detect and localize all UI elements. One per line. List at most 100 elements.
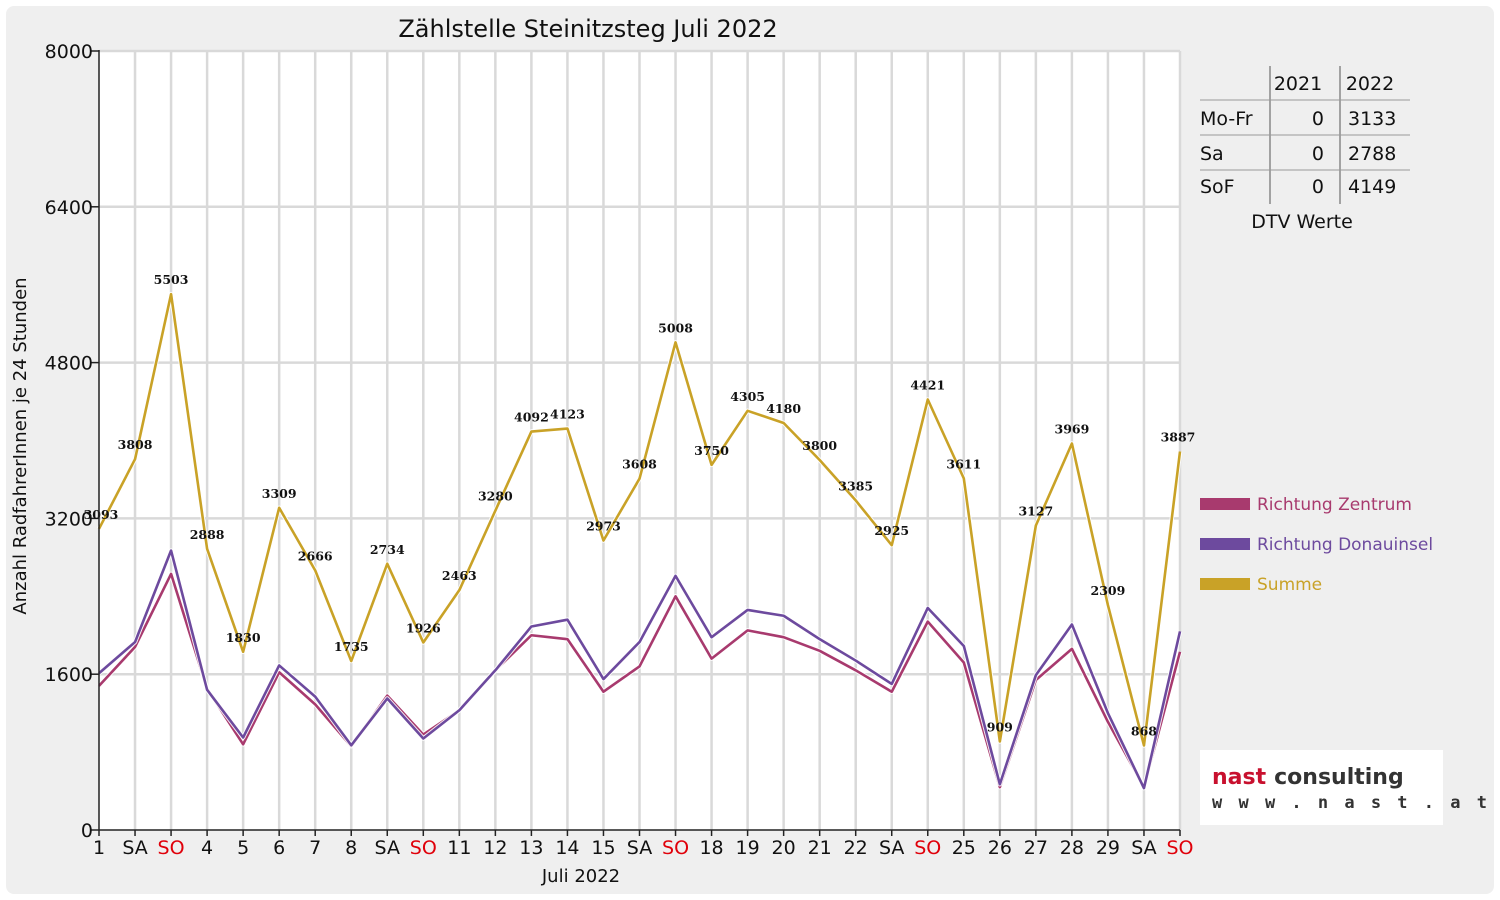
data-label: 3611 bbox=[946, 456, 981, 471]
y-tick-label: 3200 bbox=[45, 508, 93, 530]
logo-url: w w w . n a s t . a t bbox=[1212, 793, 1490, 813]
x-tick-label: SO bbox=[410, 837, 437, 859]
y-tick-label: 1600 bbox=[45, 664, 93, 686]
y-tick-label: 6400 bbox=[45, 197, 93, 219]
y-tick-label: 0 bbox=[81, 820, 93, 842]
data-label: 5503 bbox=[154, 272, 189, 287]
chart-frame: Zählstelle Steinitzsteg Juli 2022 0 1600 3… bbox=[6, 6, 1494, 894]
x-tick-label: 5 bbox=[237, 837, 249, 859]
legend-swatch bbox=[1200, 538, 1250, 550]
legend-swatch bbox=[1200, 578, 1250, 590]
x-tick-label: 6 bbox=[273, 837, 285, 859]
logo-box bbox=[1200, 750, 1443, 825]
x-tick-label: SO bbox=[662, 837, 689, 859]
data-label: 3608 bbox=[622, 457, 657, 472]
nast-logo: nast consulting w w w . n a s t . a t bbox=[1200, 750, 1490, 825]
x-tick-label: 27 bbox=[1024, 837, 1048, 859]
data-label: 3969 bbox=[1055, 422, 1090, 437]
data-label: 2734 bbox=[370, 542, 405, 557]
data-label: 4092 bbox=[514, 410, 549, 425]
dtv-table: 2021 2022 Mo-Fr 0 3133 Sa 0 2788 SoF 0 4… bbox=[1200, 66, 1410, 233]
grid-lines bbox=[99, 49, 1182, 830]
legend-swatch bbox=[1200, 498, 1250, 510]
table-row-label: SoF bbox=[1200, 176, 1235, 198]
table-caption: DTV Werte bbox=[1251, 211, 1353, 233]
series-line-donauinsel bbox=[98, 549, 1182, 790]
data-label: 4305 bbox=[730, 389, 765, 404]
x-tick-label: 13 bbox=[519, 837, 543, 859]
x-tick-label: SA bbox=[879, 837, 904, 859]
x-tick-label: 25 bbox=[952, 837, 976, 859]
data-labels: 3093 3808 5503 2888 1830 3309 2666 1735 2734 1926… bbox=[84, 272, 1196, 738]
table-cell: 3133 bbox=[1348, 108, 1396, 130]
data-label: 868 bbox=[1131, 723, 1157, 738]
x-tick-label: 19 bbox=[736, 837, 760, 859]
chart-svg: Zählstelle Steinitzsteg Juli 2022 016003… bbox=[10, 15, 1490, 887]
data-label: 5008 bbox=[658, 320, 693, 335]
x-tick-label: 15 bbox=[591, 837, 615, 859]
logo-text: nast consulting bbox=[1212, 765, 1404, 790]
x-axis-ticks: 1 SA SO 4 5 6 7 8 SA SO 11 12 13 14 15 SA SO 18 19 20 21 22 SA… bbox=[93, 830, 1194, 859]
table-cell: 0 bbox=[1312, 108, 1324, 130]
x-tick-label: 14 bbox=[555, 837, 579, 859]
data-label: 3808 bbox=[118, 437, 153, 452]
data-label: 2973 bbox=[586, 519, 621, 534]
series-line-summe bbox=[97, 292, 1182, 747]
x-tick-label: SA bbox=[375, 837, 400, 859]
data-label: 3887 bbox=[1161, 430, 1196, 445]
x-tick-label: SA bbox=[1131, 837, 1156, 859]
y-axis-ticks: 0 1600 3200 4800 6400 8000 bbox=[45, 41, 99, 842]
data-label: 3093 bbox=[84, 507, 119, 522]
y-axis-label: Anzahl RadfahrerInnen je 24 Stunden bbox=[10, 277, 31, 614]
x-tick-label: 1 bbox=[93, 837, 105, 859]
legend-entry: Richtung Zentrum bbox=[1257, 495, 1412, 515]
data-label: 1830 bbox=[226, 630, 261, 645]
x-tick-label: 29 bbox=[1096, 837, 1120, 859]
table-cell: 0 bbox=[1312, 176, 1324, 198]
x-tick-label: 11 bbox=[447, 837, 471, 859]
legend-entry: Richtung Donauinsel bbox=[1257, 535, 1433, 555]
y-tick-label: 4800 bbox=[45, 353, 93, 375]
data-label: 2888 bbox=[190, 527, 225, 542]
table-header-2022: 2022 bbox=[1346, 73, 1394, 95]
data-label: 1926 bbox=[406, 620, 441, 635]
data-label: 1735 bbox=[334, 639, 369, 654]
table-cell: 4149 bbox=[1348, 176, 1396, 198]
table-cell: 0 bbox=[1312, 143, 1324, 165]
y-tick-label: 8000 bbox=[45, 41, 93, 63]
x-tick-label: 20 bbox=[772, 837, 796, 859]
x-axis-label: Juli 2022 bbox=[541, 866, 620, 887]
data-label: 2925 bbox=[874, 523, 909, 538]
x-tick-label: 21 bbox=[808, 837, 832, 859]
data-label: 3127 bbox=[1018, 504, 1053, 519]
x-tick-label: 4 bbox=[201, 837, 213, 859]
table-row-label: Mo-Fr bbox=[1200, 108, 1253, 130]
data-label: 3280 bbox=[478, 489, 513, 504]
x-tick-label: SO bbox=[914, 837, 941, 859]
data-label: 4180 bbox=[766, 401, 801, 416]
legend-entry: Summe bbox=[1257, 575, 1322, 595]
logo-text-consulting: consulting bbox=[1274, 765, 1404, 790]
table-row-label: Sa bbox=[1200, 143, 1224, 165]
table-cell: 2788 bbox=[1348, 143, 1396, 165]
data-label: 4123 bbox=[550, 407, 585, 422]
data-label: 3385 bbox=[838, 478, 873, 493]
data-label: 2463 bbox=[442, 568, 477, 583]
x-tick-label: SA bbox=[627, 837, 652, 859]
logo-text-nast: nast bbox=[1212, 765, 1267, 790]
x-tick-label: 7 bbox=[309, 837, 321, 859]
data-label: 2309 bbox=[1091, 583, 1126, 598]
data-label: 3800 bbox=[802, 438, 837, 453]
data-label: 3309 bbox=[262, 486, 297, 501]
x-tick-label: 18 bbox=[699, 837, 723, 859]
series-line-zentrum bbox=[98, 572, 1182, 789]
x-tick-label: SO bbox=[158, 837, 185, 859]
x-tick-label: 28 bbox=[1060, 837, 1084, 859]
data-label: 4421 bbox=[910, 378, 945, 393]
x-tick-label: SA bbox=[122, 837, 147, 859]
legend: Richtung Zentrum Richtung Donauinsel Summe bbox=[1200, 495, 1433, 595]
series-layer bbox=[97, 291, 1183, 791]
data-label: 3750 bbox=[694, 443, 729, 458]
x-tick-label: 8 bbox=[345, 837, 357, 859]
x-tick-label: SO bbox=[1166, 837, 1193, 859]
